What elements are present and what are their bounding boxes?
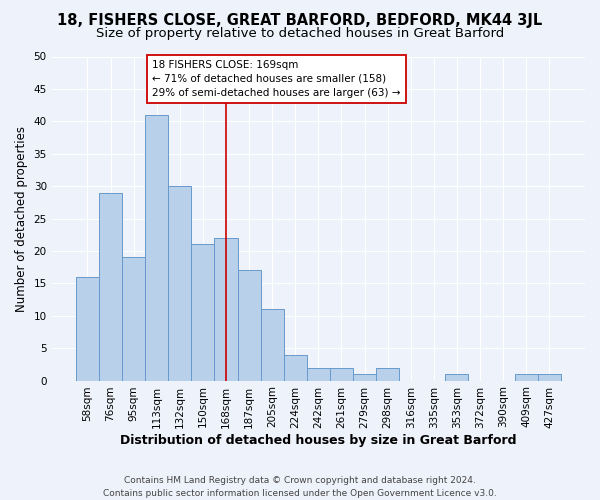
Bar: [145, 115, 168, 380]
Bar: [445, 374, 469, 380]
Bar: [260, 310, 284, 380]
Text: 18, FISHERS CLOSE, GREAT BARFORD, BEDFORD, MK44 3JL: 18, FISHERS CLOSE, GREAT BARFORD, BEDFOR…: [58, 12, 542, 28]
Bar: [238, 270, 260, 380]
Bar: [538, 374, 561, 380]
Bar: [76, 277, 99, 380]
Bar: [168, 186, 191, 380]
Y-axis label: Number of detached properties: Number of detached properties: [15, 126, 28, 312]
Bar: [376, 368, 399, 380]
Bar: [122, 258, 145, 380]
X-axis label: Distribution of detached houses by size in Great Barford: Distribution of detached houses by size …: [120, 434, 517, 448]
Bar: [99, 192, 122, 380]
Text: Size of property relative to detached houses in Great Barford: Size of property relative to detached ho…: [96, 28, 504, 40]
Text: Contains HM Land Registry data © Crown copyright and database right 2024.
Contai: Contains HM Land Registry data © Crown c…: [103, 476, 497, 498]
Bar: [191, 244, 214, 380]
Bar: [214, 238, 238, 380]
Bar: [284, 354, 307, 380]
Bar: [515, 374, 538, 380]
Bar: [353, 374, 376, 380]
Text: 18 FISHERS CLOSE: 169sqm
← 71% of detached houses are smaller (158)
29% of semi-: 18 FISHERS CLOSE: 169sqm ← 71% of detach…: [152, 60, 401, 98]
Bar: [330, 368, 353, 380]
Bar: [307, 368, 330, 380]
